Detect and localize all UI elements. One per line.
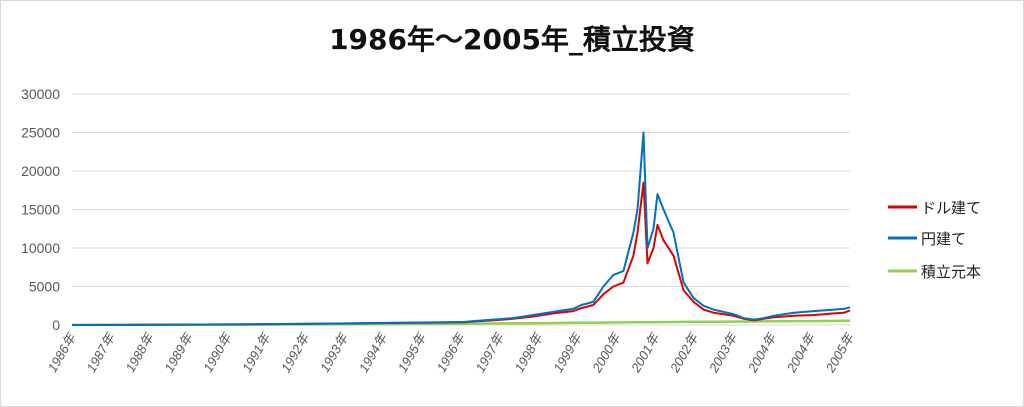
x-tick-label: 2000年 (589, 329, 624, 375)
series-lines (71, 131, 851, 327)
x-tick-label: 2005年 (822, 329, 857, 375)
x-tick-label: 2001年 (628, 329, 663, 375)
x-tick-label: 1996年 (434, 329, 469, 375)
y-tick-label: 15000 (21, 202, 60, 218)
x-tick-label: 1986年 (45, 329, 80, 375)
series-line-principal (71, 319, 850, 327)
y-tick-label: 20000 (21, 163, 60, 179)
x-tick-label: 1997年 (473, 329, 508, 375)
legend-label: ドル建て (921, 199, 981, 217)
x-tick-label: 1990年 (200, 329, 235, 375)
y-axis-ticks: 0 5000 10000 15000 20000 25000 30000 (21, 86, 60, 333)
x-tick-label: 1993年 (317, 329, 352, 375)
x-tick-label: 1992年 (278, 329, 313, 375)
legend-label: 積立元本 (921, 263, 981, 281)
x-tick-label: 1987年 (84, 329, 119, 375)
x-tick-label: 1998年 (511, 329, 546, 375)
y-tick-label: 25000 (21, 125, 60, 141)
x-tick-label: 2004年 (783, 329, 818, 375)
legend-label: 円建て (921, 230, 966, 248)
series-line-jpy (71, 131, 851, 326)
y-tick-label: 0 (52, 317, 60, 333)
x-tick-label: 1988年 (122, 329, 157, 375)
x-tick-label: 1989年 (161, 329, 196, 375)
y-tick-label: 5000 (29, 279, 60, 295)
x-tick-label: 1995年 (395, 329, 430, 375)
x-tick-label: 2003年 (705, 329, 740, 375)
x-tick-label: 2002年 (667, 329, 702, 375)
y-tick-label: 30000 (21, 86, 60, 102)
x-tick-label: 1994年 (356, 329, 391, 375)
series-line-usd (71, 181, 851, 326)
chart-title: 1986年～2005年_積立投資 (329, 23, 695, 56)
x-tick-label: 2004年 (744, 329, 779, 375)
x-tick-label: 1991年 (239, 329, 274, 375)
grid-lines (72, 93, 850, 326)
y-tick-label: 10000 (21, 240, 60, 256)
x-axis-ticks: 1986年 1987年 1988年 1989年 1990年 1991年 1992年 1993年… (45, 329, 858, 375)
x-tick-label: 1999年 (550, 329, 585, 375)
